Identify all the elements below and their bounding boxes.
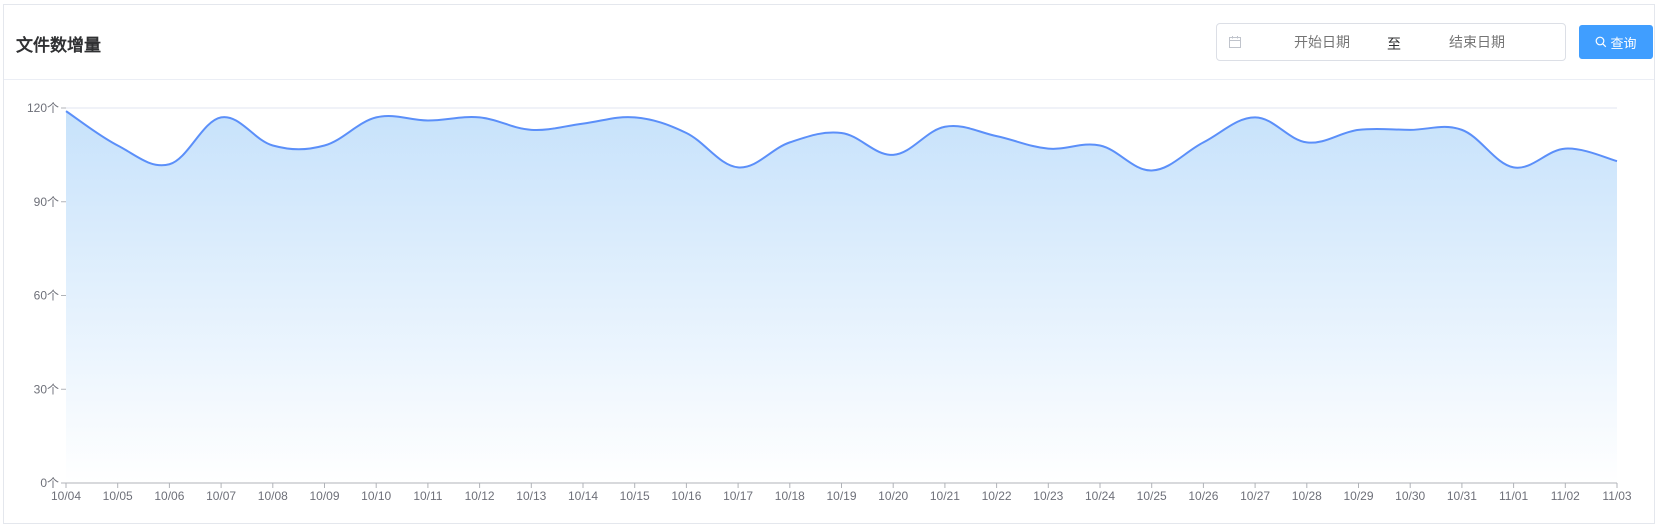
x-tick-label: 10/15 (620, 489, 650, 503)
x-tick-label: 10/22 (982, 489, 1012, 503)
range-separator: 至 (1387, 36, 1401, 52)
x-tick-label: 11/01 (1499, 489, 1528, 503)
x-tick-label: 10/21 (930, 489, 960, 503)
y-tick-label: 120个 (27, 101, 59, 115)
y-tick-label: 90个 (34, 195, 59, 209)
x-tick-label: 10/10 (361, 489, 391, 503)
y-tick-label: 0个 (40, 476, 59, 490)
x-tick-label: 10/18 (775, 489, 805, 503)
x-tick-label: 11/03 (1602, 489, 1631, 503)
x-tick-label: 10/07 (206, 489, 236, 503)
x-tick-label: 10/13 (516, 489, 546, 503)
x-tick-label: 10/29 (1343, 489, 1373, 503)
x-tick-label: 10/08 (258, 489, 288, 503)
x-tick-label: 10/27 (1240, 489, 1270, 503)
x-tick-label: 10/23 (1033, 489, 1063, 503)
x-tick-label: 10/28 (1292, 489, 1322, 503)
start-date-input[interactable] (1257, 34, 1387, 50)
calendar-icon (1229, 36, 1241, 48)
area-series (65, 110, 1618, 483)
x-tick-label: 10/25 (1137, 489, 1167, 503)
page-title: 文件数增量 (16, 36, 101, 55)
x-tick-label: 10/26 (1188, 489, 1218, 503)
card-header: 文件数增量 至 查询 (4, 5, 1654, 80)
x-tick-label: 10/19 (826, 489, 856, 503)
search-icon (1596, 36, 1607, 48)
x-tick-label: 10/30 (1395, 489, 1425, 503)
end-date-input[interactable] (1412, 34, 1542, 50)
x-tick-label: 10/11 (413, 489, 442, 503)
x-tick-label: 10/16 (671, 489, 701, 503)
y-tick-label: 30个 (34, 382, 59, 396)
x-tick-label: 10/09 (309, 489, 339, 503)
x-tick-label: 10/05 (103, 489, 133, 503)
x-tick-label: 11/02 (1551, 489, 1580, 503)
x-tick-label: 10/20 (878, 489, 908, 503)
x-tick-label: 10/06 (154, 489, 184, 503)
query-button-label: 查询 (1610, 35, 1637, 51)
query-button[interactable]: 查询 (1579, 25, 1653, 59)
x-tick-label: 10/14 (568, 489, 598, 503)
x-tick-label: 10/04 (51, 489, 81, 503)
area-fill (66, 111, 1617, 483)
series-line (65, 110, 1618, 172)
date-range-picker[interactable]: 至 (1216, 23, 1566, 61)
x-tick-label: 10/12 (465, 489, 495, 503)
axes: 0个 30个 60个 90个 120个 10/04 10/05 10/06 10/07 10/08… (27, 101, 1632, 503)
x-tick-label: 10/24 (1085, 489, 1115, 503)
x-tick-label: 10/31 (1447, 489, 1477, 503)
x-tick-label: 10/17 (723, 489, 753, 503)
y-tick-label: 60个 (34, 289, 59, 303)
